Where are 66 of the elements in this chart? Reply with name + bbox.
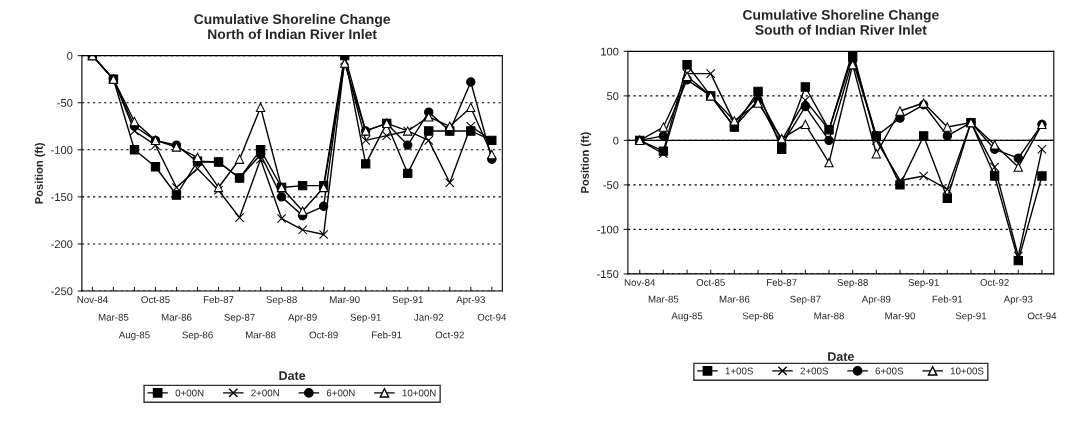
x-tick-label: Nov-84 [77,296,108,304]
legend-label: 2+00N [251,389,279,397]
x-tick-label: Aug-85 [671,312,703,322]
y-tick-label: 50 [606,92,619,101]
x-tick-label: Sep-88 [266,296,297,305]
y-tick-label: -150 [597,270,619,279]
y-tick-label: 100 [601,47,619,56]
x-tick-label: Sep-87 [224,313,255,323]
x-tick-label: Oct-94 [1027,312,1057,320]
x-tick-label: Apr-89 [288,313,317,323]
x-tick-label: Sep-91 [908,279,939,288]
x-tick-label: Nov-84 [624,279,656,286]
x-axis-title: Date [828,352,854,361]
y-axis-title: Position (ft) [580,132,592,193]
x-tick-label: Mar-88 [245,331,276,339]
y-tick-label: -250 [51,287,73,296]
x-tick-label: Sep-91 [955,312,987,322]
chart-title: Cumulative Shoreline Change [194,13,391,27]
y-tick-label: -200 [51,240,73,249]
x-tick-label: Feb-87 [767,278,797,286]
x-tick-label: Mar-88 [814,312,844,320]
x-tick-label: Apr-89 [861,295,891,305]
x-tick-label: Sep-91 [392,296,423,305]
x-tick-label: Feb-91 [932,295,963,303]
x-tick-label: Mar-85 [98,313,129,321]
x-tick-label: Mar-85 [648,295,679,303]
x-axis-title: Date [279,371,306,381]
x-tick-label: Feb-87 [203,295,234,304]
chart-subtitle: South of Indian River Inlet [755,24,927,35]
x-tick-label: Aug-85 [118,331,150,341]
x-tick-label: Oct-94 [477,313,507,321]
x-tick-label: Sep-91 [350,313,381,323]
chart-subtitle: North of Indian River Inlet [208,28,377,40]
x-tick-label: Apr-93 [456,296,485,305]
y-axis-title: Position (ft) [34,143,46,204]
x-tick-label: Oct-92 [980,279,1009,286]
y-tick-label: -100 [51,146,73,154]
y-tick-label: 0 [613,136,619,145]
x-tick-label: Sep-86 [182,331,213,341]
x-tick-label: Apr-93 [1003,295,1033,305]
legend-label: 6+00N [326,389,355,397]
legend-label: 2+00S [800,367,828,375]
y-tick-label: -150 [51,193,73,202]
x-tick-label: Mar-86 [161,313,192,321]
x-tick-label: Sep-87 [790,295,821,305]
x-tick-label: Oct-89 [309,331,338,339]
y-tick-label: -100 [597,225,619,234]
x-tick-label: Oct-85 [141,296,170,304]
legend-label: 10+00S [950,367,984,375]
x-tick-label: Mar-90 [330,296,360,304]
chart-title: Cumulative Shoreline Change [743,9,939,23]
legend-label: 0+00N [175,389,204,397]
x-tick-label: Sep-86 [742,312,774,322]
x-tick-label: Oct-92 [435,331,464,339]
legend-label: 1+00S [725,367,753,375]
y-tick-label: -50 [603,181,619,190]
x-tick-label: Jan-92 [414,313,444,321]
legend-label: 10+00N [402,389,436,397]
x-tick-label: Mar-86 [719,295,750,303]
x-tick-label: Feb-91 [372,331,402,339]
x-tick-label: Oct-85 [696,279,725,286]
y-tick-label: 0 [67,51,73,60]
y-tick-label: -50 [57,98,73,107]
x-tick-label: Mar-90 [885,312,916,320]
x-tick-label: Sep-88 [837,279,868,288]
legend-label: 6+00S [875,367,904,375]
